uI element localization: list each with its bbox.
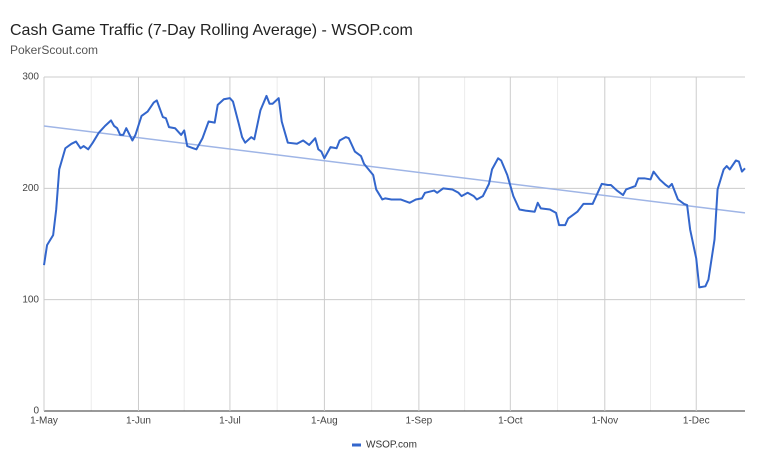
y-tick-label: 200 xyxy=(22,183,39,194)
legend-label: WSOP.com xyxy=(366,440,417,451)
data-line xyxy=(43,94,746,289)
x-tick-label: 1-Aug xyxy=(311,416,338,427)
y-tick-label: 300 xyxy=(22,72,39,83)
x-tick-label: 1-Oct xyxy=(498,416,523,427)
x-tick-label: 1-Dec xyxy=(683,416,710,427)
x-tick-label: 1-Jul xyxy=(219,416,241,427)
chart-subtitle: PokerScout.com xyxy=(10,43,98,57)
x-tick-label: 1-Jun xyxy=(126,416,151,427)
x-tick-label: 1-Nov xyxy=(591,416,618,427)
x-tick-label: 1-Sep xyxy=(406,416,433,427)
trendline xyxy=(43,125,746,214)
y-tick-label: 100 xyxy=(22,294,39,305)
y-tick-label: 0 xyxy=(33,406,39,417)
chart-title: Cash Game Traffic (7-Day Rolling Average… xyxy=(10,22,413,39)
x-tick-label: 1-May xyxy=(30,416,58,427)
